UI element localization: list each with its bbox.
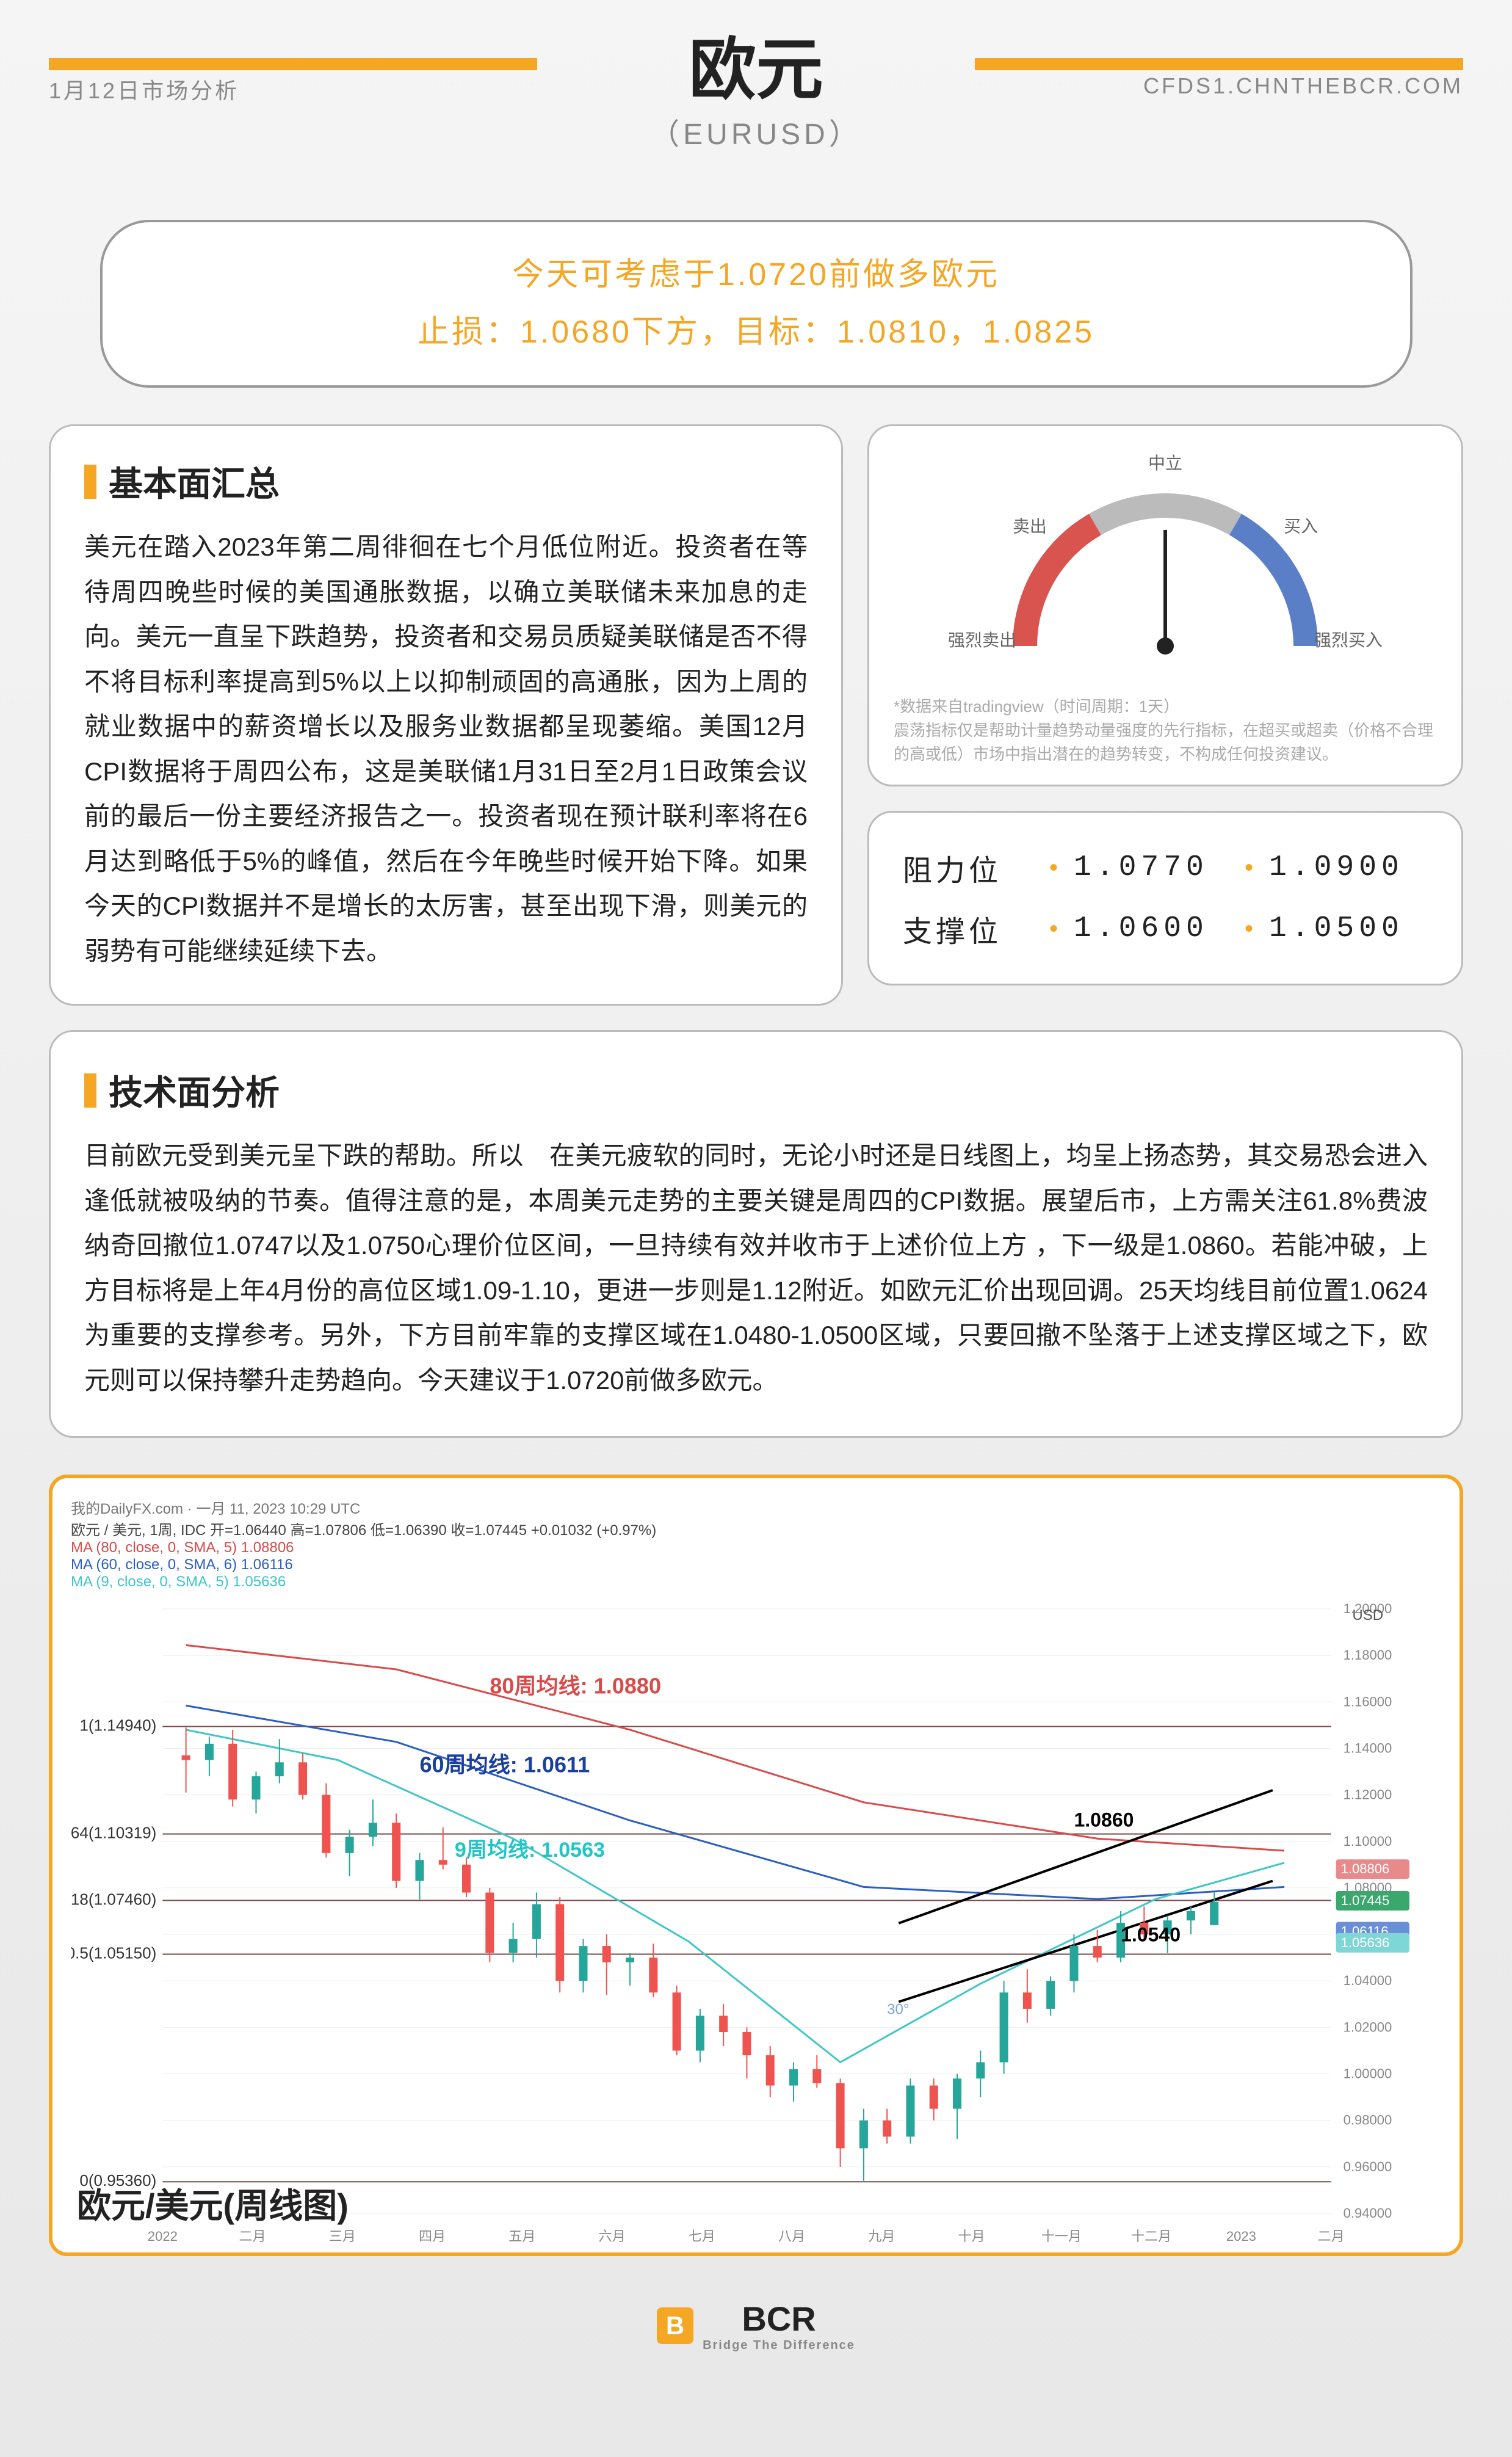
svg-text:30°: 30° [887,2002,909,2018]
svg-text:十一月: 十一月 [1041,2229,1082,2244]
technical-title: 技术面分析 [84,1065,1428,1115]
svg-text:1.12000: 1.12000 [1344,1787,1392,1802]
svg-text:九月: 九月 [868,2229,895,2244]
technical-card: 技术面分析 目前欧元受到美元呈下跌的帮助。所以 在美元疲软的同时，无论小时还是日… [49,1030,1463,1438]
gauge-source: *数据来自tradingview（时间周期：1天） [894,695,1437,719]
bullet-icon: • [1049,854,1062,882]
gauge-chart: 强烈卖出 卖出 中立买入强烈买入 [894,451,1437,683]
resistance-label: 阻力位 [903,846,1037,889]
fundamentals-card: 基本面汇总 美元在踏入2023年第二周徘徊在七个月低位附近。投资者在等待周四晚些… [49,424,843,1006]
svg-text:十二月: 十二月 [1131,2229,1171,2244]
gauge-card: 强烈卖出 卖出 中立买入强烈买入 *数据来自tradingview（时间周期：1天）… [867,424,1463,786]
accent-bar-left [49,58,537,70]
svg-text:1.16000: 1.16000 [1344,1694,1392,1710]
svg-text:卖出: 卖出 [1013,517,1047,536]
chart-pair-info: 欧元 / 美元, 1周, IDC 开=1.06440 高=1.07806 低=1… [71,1518,1441,1539]
support-1: 1.0600 [1074,912,1232,945]
ma-legend-line: MA (80, close, 0, SMA, 5) 1.08806 [71,1539,1441,1556]
summary-line-2: 止损：1.0680下方，目标：1.0810，1.0825 [139,304,1373,361]
technical-text: 目前欧元受到美元呈下跌的帮助。所以 在美元疲软的同时，无论小时还是日线图上，均呈… [84,1133,1428,1403]
resistance-2: 1.0900 [1269,851,1428,884]
svg-text:强烈买入: 强烈买入 [1314,631,1383,650]
trade-summary-card: 今天可考虑于1.0720前做多欧元 止损：1.0680下方，目标：1.0810，… [100,220,1413,388]
brand-name: BCR [703,2299,855,2339]
svg-text:USD: USD [1352,1607,1383,1624]
row-fundamentals: 基本面汇总 美元在踏入2023年第二周徘徊在七个月低位附近。投资者在等待周四晚些… [49,424,1463,1006]
svg-text:1.07445: 1.07445 [1341,1893,1390,1908]
svg-text:七月: 七月 [689,2229,715,2244]
svg-text:十月: 十月 [958,2229,985,2244]
svg-text:二月: 二月 [239,2229,266,2244]
chart-card: 我的DailyFX.com · 一月 11, 2023 10:29 UTC 欧元… [49,1475,1463,2256]
svg-text:0.96000: 0.96000 [1344,2159,1392,2174]
svg-text:四月: 四月 [419,2229,446,2244]
svg-text:六月: 六月 [599,2229,626,2244]
svg-text:1.18000: 1.18000 [1344,1647,1392,1663]
svg-text:1.04000: 1.04000 [1344,1973,1392,1988]
fundamentals-title: 基本面汇总 [84,457,808,506]
header: 1月12日市场分析 欧元 （EURUSD） CFDS1.CHNTHEBCR.CO… [49,37,1463,147]
svg-text:三月: 三月 [329,2229,356,2244]
svg-text:强烈卖出: 强烈卖出 [948,631,1016,650]
svg-text:中立: 中立 [1148,454,1182,473]
svg-text:1(1.14940): 1(1.14940) [79,1716,156,1735]
support-2: 1.0500 [1269,912,1428,945]
date-label: 1月12日市场分析 [49,73,239,105]
svg-text:0.764(1.10319): 0.764(1.10319) [71,1824,156,1842]
ma-legend-line: MA (60, close, 0, SMA, 6) 1.06116 [71,1556,1441,1573]
svg-text:2022: 2022 [148,2229,178,2244]
svg-text:2023: 2023 [1226,2229,1256,2244]
resistance-row: 阻力位 • 1.0770 • 1.0900 [903,837,1428,898]
levels-card: 阻力位 • 1.0770 • 1.0900 支撑位 • 1.0600 • 1.0… [867,811,1463,985]
svg-text:二月: 二月 [1318,2229,1345,2244]
bullet-icon: • [1245,854,1257,882]
svg-text:1.02000: 1.02000 [1344,2020,1392,2035]
brand-block: BCR Bridge The Difference [703,2299,855,2353]
brand-icon: B [657,2307,693,2344]
svg-text:60周均线: 1.0611: 60周均线: 1.0611 [419,1752,590,1777]
svg-text:9周均线: 1.0563: 9周均线: 1.0563 [455,1838,605,1862]
svg-text:1.08806: 1.08806 [1341,1861,1390,1876]
accent-bar-right [975,58,1463,70]
page-title: 欧元 [650,37,862,104]
title-block: 欧元 （EURUSD） [650,37,862,153]
svg-text:八月: 八月 [778,2229,805,2244]
right-column: 强烈卖出 卖出 中立买入强烈买入 *数据来自tradingview（时间周期：1天）… [867,424,1463,1006]
svg-text:1.10000: 1.10000 [1344,1834,1392,1849]
svg-text:0.98000: 0.98000 [1344,2113,1392,2128]
page-subtitle: （EURUSD） [650,110,862,153]
resistance-1: 1.0770 [1074,851,1232,884]
ma-legend-line: MA (9, close, 0, SMA, 5) 1.05636 [71,1573,1441,1591]
chart-ma-legend: MA (80, close, 0, SMA, 5) 1.08806MA (60,… [71,1539,1441,1591]
source-url: CFDS1.CHNTHEBCR.COM [1143,73,1463,99]
support-label: 支撑位 [903,907,1037,950]
svg-text:1.0860: 1.0860 [1074,1809,1134,1831]
summary-line-1: 今天可考虑于1.0720前做多欧元 [139,247,1373,304]
bullet-icon: • [1049,915,1062,943]
gauge-disclaimer: 震荡指标仅是帮助计量趋势动量强度的先行指标，在超买或超卖（价格不合理的高或低）市… [894,719,1437,766]
support-row: 支撑位 • 1.0600 • 1.0500 [903,898,1428,959]
bullet-icon: • [1245,915,1257,943]
svg-text:五月: 五月 [508,2229,535,2244]
svg-text:1.14000: 1.14000 [1344,1741,1392,1756]
svg-text:1.00000: 1.00000 [1344,2066,1392,2081]
svg-text:1.0540: 1.0540 [1121,1924,1181,1946]
chart-source-line: 我的DailyFX.com · 一月 11, 2023 10:29 UTC [71,1497,1441,1518]
fundamentals-text: 美元在踏入2023年第二周徘徊在七个月低位附近。投资者在等待周四晚些时候的美国通… [84,524,808,973]
svg-text:买入: 买入 [1284,517,1318,536]
chart-plot-area: 0.94000 0.96000 0.98000 1.00000 1.02000 1.040… [71,1597,1441,2256]
brand-tagline: Bridge The Difference [703,2339,855,2353]
svg-text:0.94000: 0.94000 [1344,2205,1392,2221]
footer: B BCR Bridge The Difference [49,2299,1463,2353]
chart-title: 欧元/美元(周线图) [77,2179,349,2228]
svg-text:0.5(1.05150): 0.5(1.05150) [71,1944,156,1962]
svg-text:0.618(1.07460): 0.618(1.07460) [71,1890,156,1909]
svg-text:80周均线: 1.0880: 80周均线: 1.0880 [490,1674,661,1699]
svg-text:1.05636: 1.05636 [1341,1935,1390,1950]
